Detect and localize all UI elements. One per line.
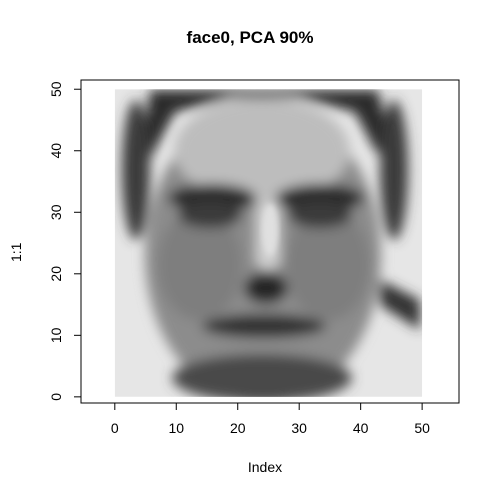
y-axis-title: 1:1 bbox=[8, 242, 24, 262]
x-tick-label: 30 bbox=[291, 420, 307, 436]
y-tick-label: 20 bbox=[48, 266, 64, 282]
x-tick-label: 40 bbox=[353, 420, 369, 436]
y-tick-label: 40 bbox=[48, 143, 64, 159]
face-image bbox=[114, 89, 423, 397]
y-tick-label: 50 bbox=[48, 81, 64, 97]
x-axis-title: Index bbox=[247, 459, 283, 475]
x-tick-label: 0 bbox=[111, 420, 119, 436]
y-axis: 0 10 20 30 40 50 bbox=[48, 81, 82, 401]
y-tick-label: 30 bbox=[48, 204, 64, 220]
y-tick-label: 0 bbox=[48, 393, 64, 401]
x-tick-label: 10 bbox=[168, 420, 184, 436]
y-tick-label: 10 bbox=[48, 327, 64, 343]
x-tick-label: 20 bbox=[230, 420, 246, 436]
x-tick-label: 50 bbox=[414, 420, 430, 436]
chart-title: face0, PCA 90% bbox=[186, 28, 314, 47]
x-axis: 0 10 20 30 40 50 bbox=[111, 402, 430, 436]
